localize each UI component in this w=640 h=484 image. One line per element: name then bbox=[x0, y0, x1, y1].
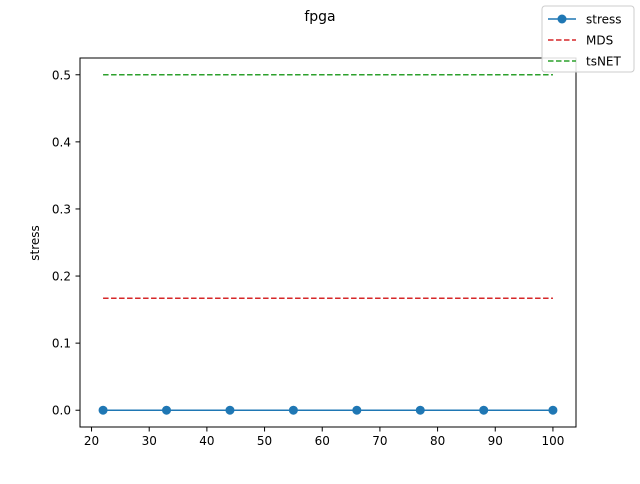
chart-title: fpga bbox=[304, 9, 335, 25]
y-tick-label: 0.4 bbox=[52, 135, 71, 149]
x-tick-label: 90 bbox=[488, 434, 503, 448]
data-point bbox=[479, 405, 489, 415]
legend-entry-tsnet: tsNET bbox=[548, 55, 622, 69]
legend-marker bbox=[557, 14, 567, 24]
y-tick-label: 0.3 bbox=[52, 202, 71, 216]
data-point bbox=[548, 405, 558, 415]
legend-label: stress bbox=[586, 13, 622, 27]
data-point bbox=[352, 405, 362, 415]
legend-entry-mds: MDS bbox=[548, 34, 613, 48]
plot-area-frame bbox=[79, 57, 577, 428]
x-tick-label: 40 bbox=[199, 434, 214, 448]
y-axis-label: stress bbox=[28, 225, 42, 261]
x-tick-label: 100 bbox=[541, 434, 564, 448]
data-point bbox=[162, 405, 172, 415]
y-tick-label: 0.2 bbox=[52, 270, 71, 284]
data-point bbox=[98, 405, 108, 415]
x-tick-label: 80 bbox=[430, 434, 445, 448]
legend-frame bbox=[541, 5, 635, 73]
legend-label: tsNET bbox=[586, 55, 622, 69]
x-tick-label: 70 bbox=[372, 434, 387, 448]
y-tick-label: 0.1 bbox=[52, 337, 71, 351]
data-point bbox=[225, 405, 235, 415]
y-tick-label: 0.5 bbox=[52, 68, 71, 82]
x-tick-label: 30 bbox=[142, 434, 157, 448]
series-stress bbox=[98, 405, 558, 415]
x-tick-label: 60 bbox=[315, 434, 330, 448]
x-tick-label: 50 bbox=[257, 434, 272, 448]
x-axis: 20 30 40 50 60 70 80 90 100 bbox=[84, 427, 564, 448]
data-point bbox=[288, 405, 298, 415]
legend: stress MDS tsNET bbox=[541, 5, 635, 73]
legend-label: MDS bbox=[586, 34, 613, 48]
legend-entry-stress: stress bbox=[548, 13, 622, 27]
data-point bbox=[415, 405, 425, 415]
y-axis: 0.0 0.1 0.2 0.3 0.4 0.5 bbox=[52, 68, 80, 418]
series-layer bbox=[98, 74, 558, 415]
y-tick-label: 0.0 bbox=[52, 404, 71, 418]
x-tick-label: 20 bbox=[84, 434, 99, 448]
